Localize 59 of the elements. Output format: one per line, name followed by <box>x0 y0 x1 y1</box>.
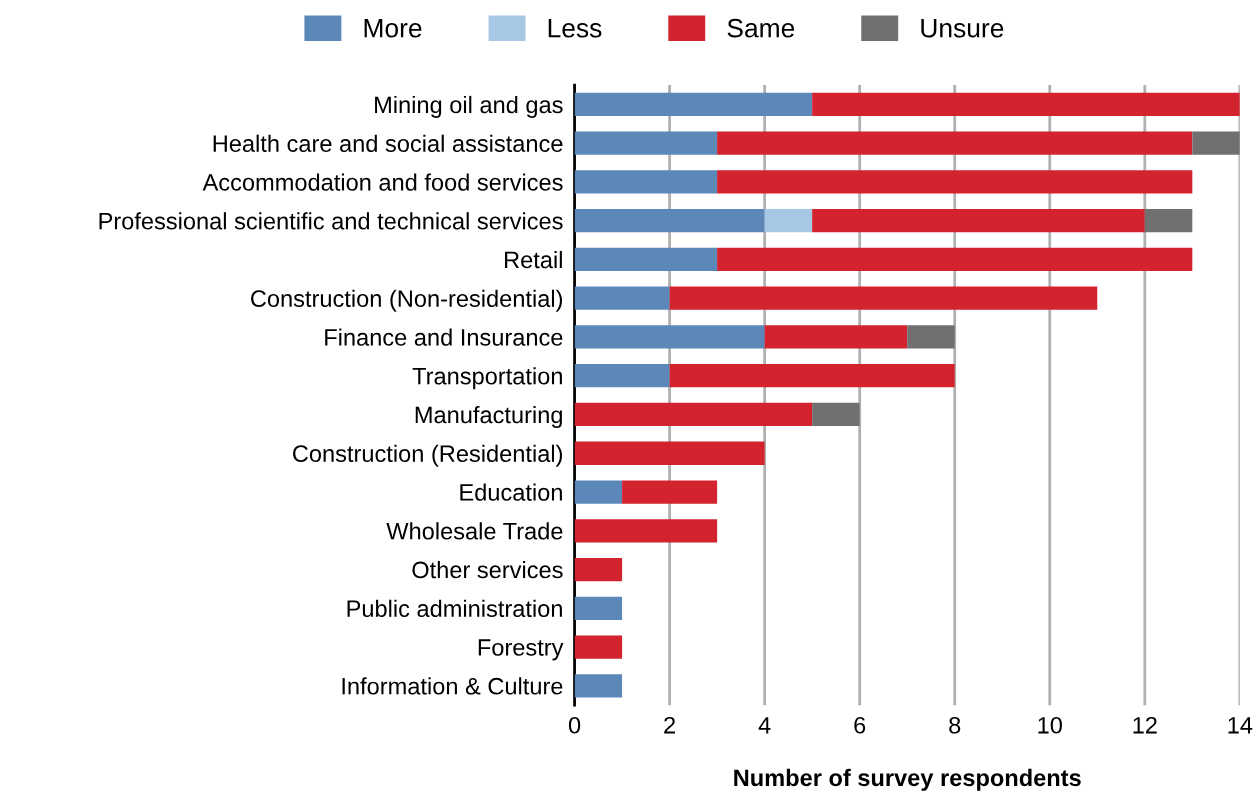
bar <box>574 480 623 504</box>
bar <box>812 209 1145 233</box>
x-tick-label: 8 <box>949 716 961 734</box>
x-tick-label: 0 <box>568 716 581 734</box>
y-tick-label: Transportation <box>412 367 562 390</box>
bar <box>574 325 765 349</box>
x-axis-title: Number of survey respondents <box>734 768 1081 791</box>
bar <box>574 247 718 272</box>
y-tick-label: Education <box>460 483 562 501</box>
x-tick-label: 12 <box>1133 716 1157 734</box>
bar <box>574 364 670 388</box>
y-tick-label: Other services <box>412 560 563 579</box>
legend-label: More <box>364 19 422 38</box>
bar <box>669 364 955 388</box>
bar <box>622 480 718 504</box>
bar <box>574 557 623 582</box>
bar <box>1144 209 1193 233</box>
bar <box>717 247 1193 272</box>
y-tick-label: Retail <box>505 250 562 269</box>
bar <box>574 402 813 427</box>
bar <box>574 519 718 543</box>
x-tick-label: 14 <box>1228 717 1253 734</box>
bar <box>574 596 623 620</box>
bar <box>574 286 670 310</box>
x-tick-label: 4 <box>758 717 771 734</box>
bar <box>717 170 1193 194</box>
y-tick-label: Construction (Residential) <box>293 444 562 467</box>
bar <box>812 92 1240 117</box>
y-tick-label: Public administration <box>347 599 562 618</box>
legend-label: Unsure <box>921 19 1004 38</box>
bar <box>764 209 813 233</box>
y-tick-label: Information & Culture <box>342 677 563 695</box>
bar <box>907 325 955 349</box>
y-tick-label: Wholesale Trade <box>386 522 563 540</box>
bar <box>574 635 623 659</box>
bar <box>574 131 718 155</box>
bar <box>574 92 813 117</box>
x-tick-label: 10 <box>1038 716 1062 734</box>
bar <box>812 402 860 427</box>
bar <box>669 286 1098 310</box>
legend-label: Same <box>727 18 795 38</box>
bar <box>764 325 908 349</box>
bar <box>574 170 718 194</box>
y-tick-label: Forestry <box>478 639 564 661</box>
bar <box>574 209 765 233</box>
y-tick-label: Finance and Insurance <box>325 328 563 346</box>
y-tick-label: Health care and social assistance <box>213 134 563 152</box>
legend-label: Less <box>548 19 602 38</box>
bar <box>717 131 1193 155</box>
y-tick-label: Construction (Non-residential) <box>251 289 562 312</box>
bar <box>574 674 623 698</box>
x-tick-label: 6 <box>854 716 866 734</box>
y-tick-label: Manufacturing <box>415 405 562 428</box>
y-tick-label: Accommodation and food services <box>202 173 563 191</box>
bar <box>1192 131 1240 155</box>
x-tick-label: 2 <box>664 716 675 734</box>
bar <box>574 441 765 465</box>
y-tick-label: Professional scientific and technical services <box>99 212 563 230</box>
y-tick-label: Mining oil and gas <box>375 95 563 118</box>
